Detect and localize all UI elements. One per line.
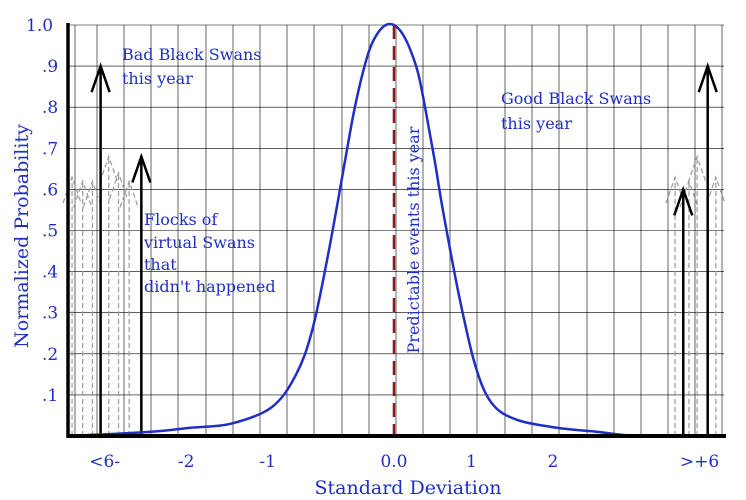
virtual-swan-arrow <box>82 179 103 436</box>
x-tick-label: 2 <box>547 452 558 472</box>
virtual-swan-arrow <box>62 175 82 436</box>
arrow-head <box>108 171 129 200</box>
y-tick-label: .3 <box>42 304 58 324</box>
black-swan-arrow <box>673 185 694 436</box>
y-tick-label: .6 <box>42 180 58 200</box>
black-swan-arrows <box>90 62 718 436</box>
x-tick-label: <6- <box>89 452 120 472</box>
virtual-swan-arrow <box>687 154 707 436</box>
bad-black-swans-annotation: Bad Black Swans this year <box>122 45 267 88</box>
virtual-swan-arrow <box>119 179 139 436</box>
black-swan-arrow <box>131 152 152 436</box>
arrow-head <box>697 62 718 93</box>
x-tick-label: 0.0 <box>380 452 407 472</box>
arrow-head <box>706 175 726 204</box>
x-tick-label: >+6 <box>680 452 719 472</box>
arrow-head <box>687 154 707 183</box>
y-tick-label: .1 <box>42 386 58 406</box>
virtual-swan-arrow <box>99 154 119 436</box>
arrow-head <box>119 179 139 208</box>
good-black-swans-annotation: Good Black Swans this year <box>501 89 656 133</box>
virtual-swan-arrow <box>73 179 93 436</box>
arrow-head <box>665 175 685 204</box>
mean-line-label: Predictable events this year <box>404 126 423 353</box>
virtual-swans-annotation: Flocks of virtual Swans that didn't happ… <box>143 210 276 296</box>
arrow-head <box>73 179 93 208</box>
y-tick-label: 1.0 <box>26 16 53 36</box>
arrow-head <box>62 175 82 204</box>
virtual-swan-arrow <box>665 175 685 436</box>
grid <box>68 24 724 436</box>
y-tick-label: .4 <box>42 263 58 283</box>
y-tick-label: .5 <box>42 222 58 242</box>
x-tick-label: 1 <box>466 452 477 472</box>
virtual-swan-arrows <box>62 154 726 436</box>
axes <box>66 23 726 438</box>
virtual-swan-arrow <box>108 171 129 436</box>
x-tick-label: -2 <box>178 452 195 472</box>
arrow-head <box>90 62 111 93</box>
y-tick-label: .7 <box>42 139 58 159</box>
y-tick-labels: .1 .2 .3 .4 .5 .6 .7 .8 .9 1.0 <box>26 16 58 406</box>
y-tick-label: .9 <box>42 57 58 77</box>
arrow-head <box>99 154 119 183</box>
black-swan-arrow <box>697 62 718 436</box>
arrow-head <box>82 179 103 208</box>
virtual-swan-arrow <box>706 175 726 436</box>
x-tick-labels: <6- -2 -1 0.0 1 2 >+6 <box>89 452 719 472</box>
y-tick-label: .8 <box>42 98 58 118</box>
arrow-head <box>673 185 694 216</box>
x-tick-label: -1 <box>259 452 276 472</box>
y-tick-label: .2 <box>42 345 58 365</box>
arrow-head <box>131 152 152 183</box>
black-swan-arrow <box>90 62 111 436</box>
x-axis-title: Standard Deviation <box>315 477 502 499</box>
y-axis-title: Normalized Probability <box>11 124 33 348</box>
